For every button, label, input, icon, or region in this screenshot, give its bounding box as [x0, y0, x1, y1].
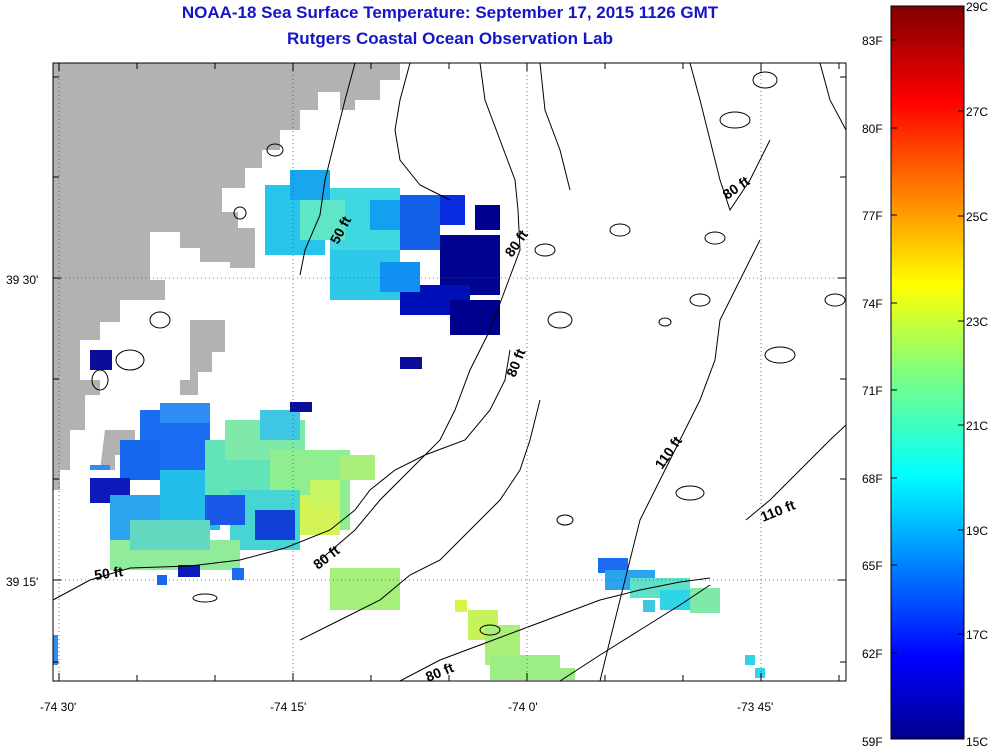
grid-lines — [53, 63, 846, 681]
cbar-c-19: 19C — [966, 524, 988, 538]
cbar-c-21: 21C — [966, 419, 988, 433]
cbar-c-25: 25C — [966, 210, 988, 224]
map-subtitle: Rutgers Coastal Ocean Observation Lab — [287, 29, 613, 48]
axis-ticks — [53, 63, 846, 681]
colorbar-celsius-labels: 29C 27C 25C 23C 21C 19C 17C 15C — [966, 0, 988, 749]
lon-label-2: -74 15' — [270, 700, 306, 714]
cbar-f-59: 59F — [862, 735, 883, 749]
cbar-f-65: 65F — [862, 559, 883, 573]
sst-patch-north — [265, 170, 500, 369]
cbar-f-74: 74F — [862, 297, 883, 311]
cbar-c-17: 17C — [966, 628, 988, 642]
colorbar-fahrenheit-labels: 83F 80F 77F 74F 71F 68F 65F 62F 59F — [862, 34, 883, 749]
cbar-c-29: 29C — [966, 0, 988, 14]
cbar-f-71: 71F — [862, 384, 883, 398]
map-title: NOAA-18 Sea Surface Temperature: Septemb… — [181, 3, 719, 22]
cbar-c-27: 27C — [966, 105, 988, 119]
cbar-f-62: 62F — [862, 647, 883, 661]
cbar-f-77: 77F — [862, 209, 883, 223]
bathymetry-contours — [53, 63, 846, 681]
lat-label-1: 39 30' — [6, 273, 38, 287]
colorbar — [890, 5, 965, 740]
lon-label-4: -73 45' — [737, 700, 773, 714]
cbar-f-68: 68F — [862, 472, 883, 486]
sst-patch-southwest — [90, 350, 375, 585]
cbar-f-83: 83F — [862, 34, 883, 48]
cbar-f-80: 80F — [862, 122, 883, 136]
lat-label-2: 39 15' — [6, 575, 38, 589]
contour-label-50ft-south: 50 ft — [93, 563, 124, 583]
cbar-c-23: 23C — [966, 315, 988, 329]
lon-label-3: -74 0' — [508, 700, 538, 714]
lon-label-1: -74 30' — [40, 700, 76, 714]
colorbar-ticks — [891, 39, 964, 654]
cbar-c-15: 15C — [966, 735, 988, 749]
